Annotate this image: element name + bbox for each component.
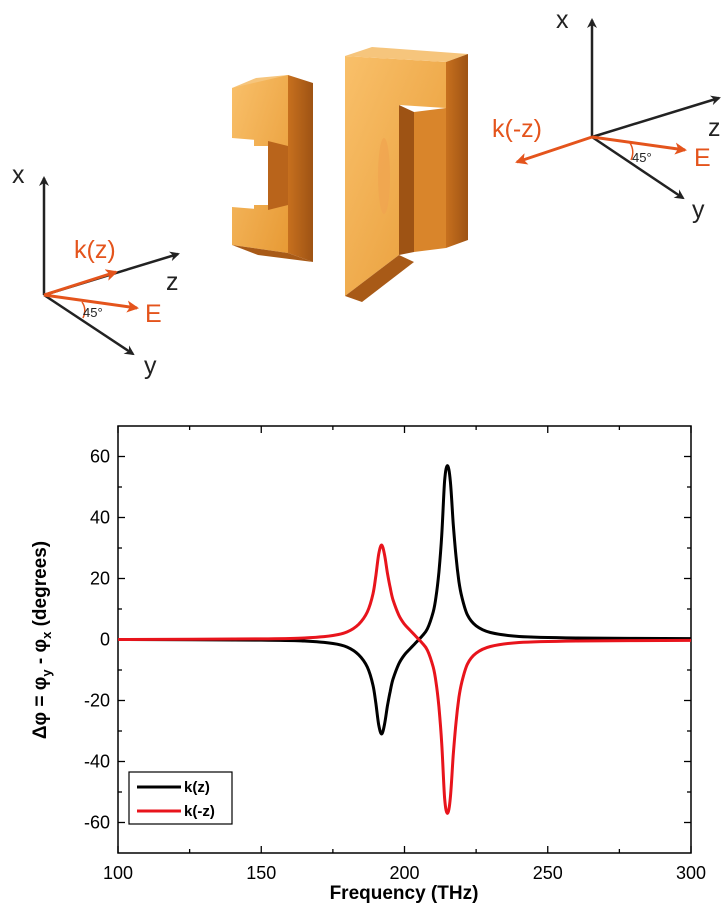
left-x-label: x: [12, 161, 25, 189]
series-line-kz: [117, 464, 692, 736]
y-tick-label: 20: [90, 569, 110, 589]
right-y-label: y: [692, 196, 705, 224]
y-tick-label: -20: [84, 691, 110, 711]
right-ring-front-face: [345, 56, 446, 296]
right-z-axis: [591, 95, 721, 139]
right-axes-diagram: x z y k(-z) E 45°: [492, 6, 721, 224]
series-layer: [117, 464, 692, 815]
left-angle-label: 45°: [83, 305, 103, 320]
gap-highlight: [378, 138, 390, 214]
left-e-arrow: [43, 293, 139, 313]
left-ring-bottom: [232, 245, 313, 262]
x-tick-label: 300: [676, 863, 706, 883]
y-axis-title-mid: - φ: [30, 639, 51, 669]
left-axes-diagram: x z y k(z) E 45°: [12, 161, 180, 380]
x-tick-label: 250: [533, 863, 563, 883]
split-ring-structure: [232, 47, 468, 302]
x-tick-label: 150: [246, 863, 276, 883]
right-e-arrow: [591, 135, 687, 155]
left-e-label: E: [145, 300, 162, 328]
series-line-kmz: [117, 543, 692, 815]
right-ring-bottom: [345, 255, 414, 302]
x-tick-label: 100: [103, 863, 133, 883]
y-tick-label: -40: [84, 752, 110, 772]
left-z-label: z: [166, 268, 179, 296]
left-ring-side: [288, 75, 313, 262]
right-k-arrow: [515, 135, 593, 165]
axis-ticks: 100 150 200 250 300 -60 -40 -20 0 20 40 60: [84, 426, 706, 883]
left-ring-notch: [268, 141, 288, 210]
right-ring-right-side: [446, 54, 468, 248]
y-axis-title-sub-y: y: [39, 669, 54, 677]
right-z-label: z: [708, 114, 721, 142]
left-k-arrow: [43, 269, 118, 297]
left-y-label: y: [144, 352, 157, 380]
left-angle-arc: [81, 301, 86, 319]
y-tick-label: -60: [84, 813, 110, 833]
y-tick-label: 60: [90, 447, 110, 467]
y-axis-title-main: Δφ = φ: [30, 677, 51, 740]
y-tick-label: 40: [90, 508, 110, 528]
legend-label-kmz: k(-z): [184, 803, 215, 820]
x-tick-label: 200: [389, 863, 419, 883]
left-y-axis: [43, 293, 135, 356]
right-ring-inner-arm: [414, 108, 446, 252]
y-axis-title: Δφ = φy - φx (degrees): [30, 541, 54, 739]
right-e-label: E: [694, 144, 711, 172]
y-axis-title-sub-x: x: [39, 631, 54, 639]
right-y-axis: [591, 135, 685, 200]
legend-box: [128, 771, 233, 825]
chart: 100 150 200 250 300 -60 -40 -20 0 20 40 60 k(z) k(-…: [30, 425, 706, 904]
right-ring-inner-shadow: [399, 105, 414, 255]
right-angle-label: 45°: [632, 150, 652, 165]
y-tick-label: 0: [100, 630, 110, 650]
right-ring-top: [345, 47, 468, 62]
x-axis-title: Frequency (THz): [330, 883, 479, 904]
right-x-label: x: [556, 6, 569, 34]
legend-label-kz: k(z): [184, 779, 210, 796]
y-axis-title-tail: (degrees): [30, 541, 51, 632]
right-angle-arc: [629, 142, 634, 161]
right-k-label: k(-z): [492, 115, 542, 143]
left-k-label: k(z): [74, 236, 116, 264]
legend: k(z) k(-z): [128, 771, 233, 825]
